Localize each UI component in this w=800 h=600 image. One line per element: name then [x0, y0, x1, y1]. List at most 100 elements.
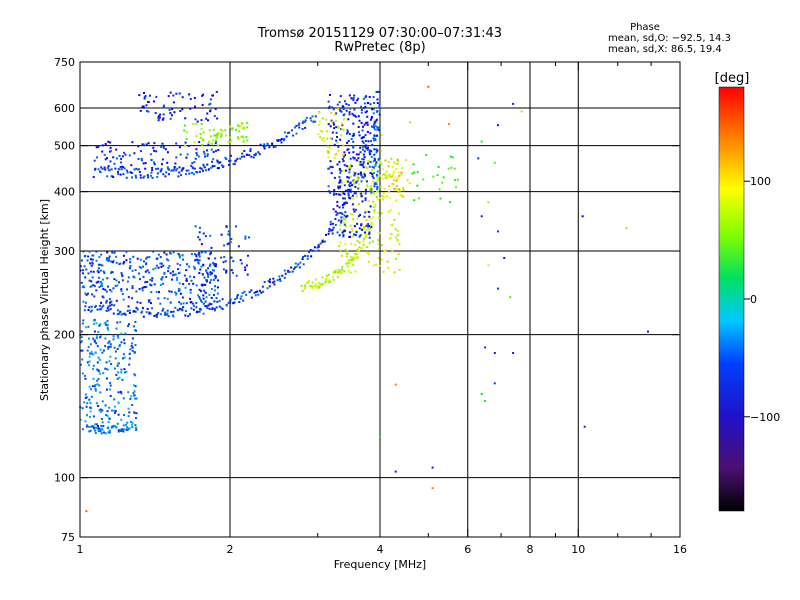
data-point [397, 252, 400, 255]
data-point [148, 271, 151, 274]
data-point [436, 174, 439, 177]
data-point [128, 312, 131, 314]
data-point [319, 136, 322, 139]
data-point [210, 246, 213, 249]
data-point [88, 364, 90, 367]
data-point [89, 285, 92, 288]
data-point [192, 265, 195, 268]
data-point [92, 337, 95, 340]
data-point [307, 279, 310, 282]
data-point [244, 269, 247, 271]
data-point [120, 418, 123, 421]
data-point [339, 138, 342, 141]
data-point [121, 279, 124, 282]
data-point [375, 148, 378, 151]
data-point [135, 329, 137, 332]
data-point [361, 176, 364, 179]
data-point [371, 175, 374, 178]
data-point [88, 398, 91, 401]
x-tick-label: 8 [527, 543, 534, 556]
data-point [379, 435, 381, 438]
data-point [109, 146, 112, 149]
data-point [354, 101, 357, 104]
data-point [303, 287, 306, 290]
data-point [183, 129, 186, 132]
data-point [332, 271, 335, 274]
data-point [244, 266, 247, 269]
data-point [266, 287, 269, 290]
data-point [205, 305, 208, 308]
data-point [346, 131, 349, 134]
data-point [358, 134, 361, 137]
data-point [372, 183, 375, 185]
data-point [520, 110, 523, 113]
data-point [353, 158, 356, 161]
data-point [178, 146, 181, 149]
data-point [195, 306, 198, 309]
data-point [111, 425, 114, 428]
data-point [146, 110, 148, 112]
data-point [194, 105, 196, 108]
data-point [362, 97, 365, 100]
data-point [364, 174, 366, 177]
data-point [84, 396, 87, 399]
data-point [97, 424, 99, 427]
data-point [88, 279, 91, 282]
data-point [342, 235, 345, 238]
data-point [374, 182, 377, 185]
data-point [227, 242, 230, 245]
data-point [114, 405, 116, 408]
data-point [338, 269, 341, 272]
data-point [179, 292, 182, 295]
data-point [339, 194, 342, 196]
data-point [366, 102, 369, 105]
data-point [200, 167, 203, 170]
data-point [353, 252, 356, 255]
data-point [338, 186, 341, 189]
data-point [283, 131, 286, 134]
grid-lines [80, 62, 680, 537]
data-point [107, 309, 110, 312]
data-point [121, 273, 123, 276]
data-point [197, 261, 200, 264]
data-point [342, 153, 345, 156]
data-point [368, 215, 371, 218]
data-point [142, 265, 145, 268]
data-point [100, 307, 103, 310]
data-point [125, 428, 128, 431]
data-point [373, 148, 376, 151]
data-point [81, 428, 84, 431]
data-point [308, 251, 311, 254]
data-point [370, 117, 373, 120]
data-point [358, 246, 361, 249]
data-point [167, 95, 170, 98]
data-point [269, 278, 271, 281]
data-point [273, 280, 276, 283]
data-point [302, 263, 305, 266]
data-point [393, 170, 396, 173]
data-point [225, 158, 228, 160]
data-point [120, 272, 123, 275]
data-point [185, 138, 188, 141]
data-point [368, 227, 371, 230]
data-point [309, 117, 312, 120]
data-point [151, 307, 153, 310]
data-point [395, 257, 398, 260]
data-point [338, 181, 341, 184]
data-point [304, 285, 307, 288]
data-point [387, 266, 390, 269]
data-point [166, 151, 169, 154]
data-point [109, 289, 112, 291]
data-point [99, 171, 102, 174]
data-point [216, 292, 219, 295]
data-point [240, 155, 243, 158]
data-point [432, 175, 435, 178]
data-point [124, 371, 126, 374]
data-point [88, 306, 91, 309]
data-point [353, 225, 356, 228]
data-point [84, 420, 87, 423]
data-point [220, 134, 223, 137]
data-point [148, 300, 151, 303]
data-point [217, 162, 220, 164]
data-point [347, 176, 350, 179]
